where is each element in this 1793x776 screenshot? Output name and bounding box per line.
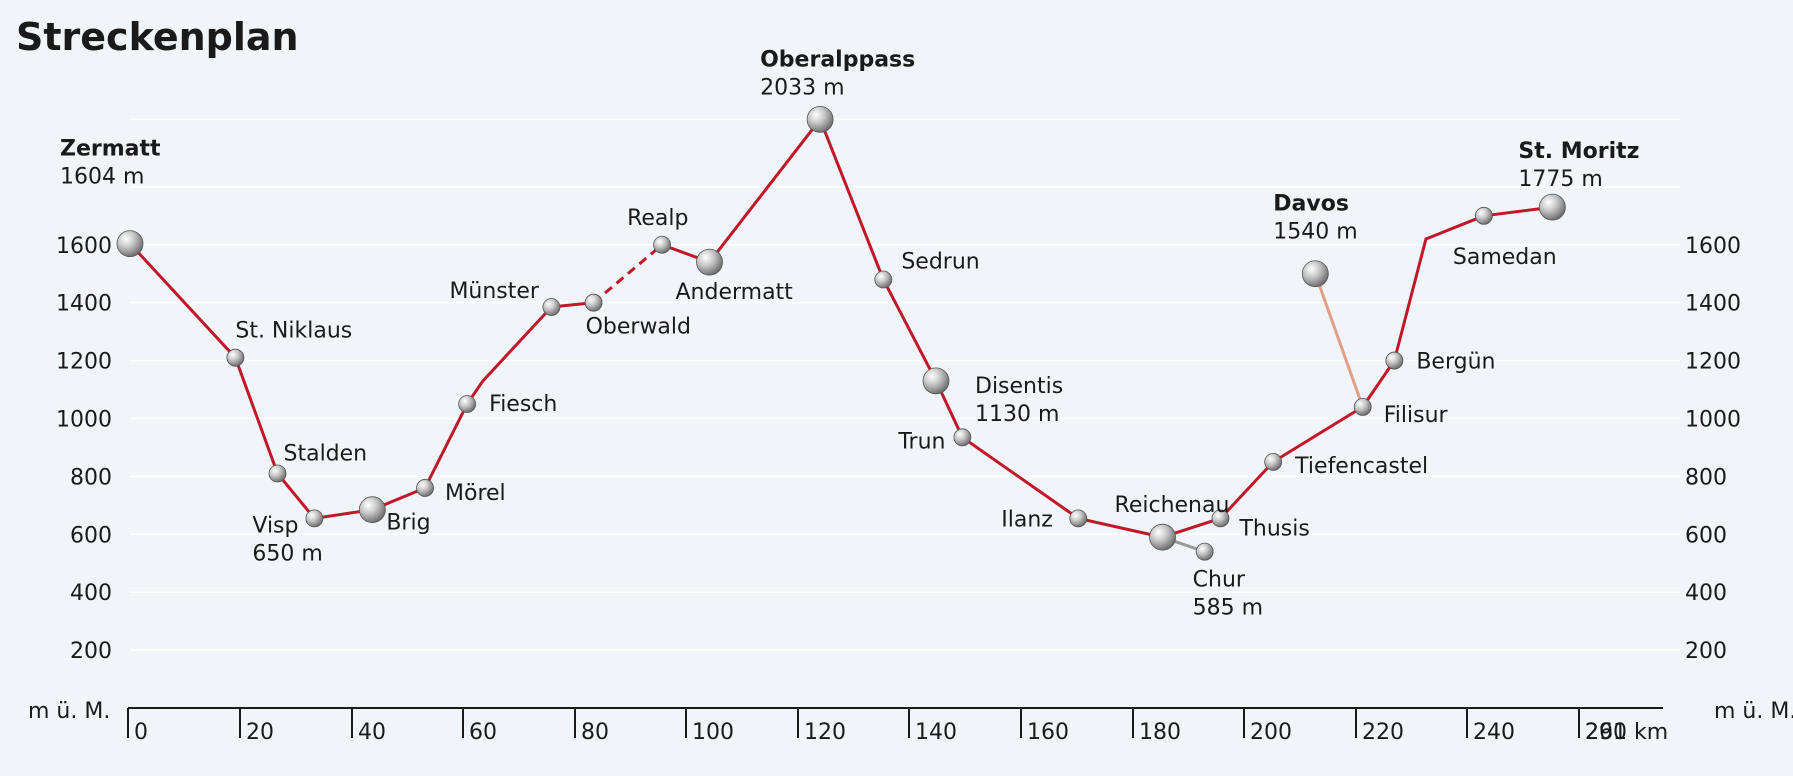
station-marker <box>1538 193 1566 221</box>
station-marker <box>1211 509 1230 528</box>
y-axis-unit-right: m ü. M. <box>1714 699 1793 724</box>
station-label: Chur <box>1193 568 1246 593</box>
station-label: Sedrun <box>901 250 979 275</box>
station-marker <box>1353 397 1372 416</box>
y-tick-label-right: 200 <box>1685 639 1727 664</box>
y-tick-label-right: 1600 <box>1685 234 1741 259</box>
station-marker <box>584 293 603 312</box>
y-axis-unit-left: m ü. M. <box>28 699 110 724</box>
station-marker <box>226 348 245 367</box>
station-altitude: 1130 m <box>975 402 1059 427</box>
station-label: Ilanz <box>1001 507 1053 532</box>
y-tick-label-left: 1400 <box>56 292 112 317</box>
station-altitude: 1540 m <box>1273 220 1357 245</box>
station-label: Andermatt <box>675 280 793 305</box>
y-tick-label-left: 600 <box>70 523 112 548</box>
station-label: Samedan <box>1453 245 1557 270</box>
y-tick-label-left: 1000 <box>56 407 112 432</box>
x-tick-label: 60 <box>469 720 497 745</box>
station-label: Reichenau <box>1115 493 1230 518</box>
y-tick-label-left: 800 <box>70 465 112 490</box>
x-tick-label: 80 <box>581 720 609 745</box>
x-tick-label: 40 <box>358 720 386 745</box>
station-marker <box>696 248 723 276</box>
station-label: Filisur <box>1384 403 1449 428</box>
chart-title: Streckenplan <box>16 15 299 59</box>
station-marker <box>1301 260 1329 288</box>
station-altitude: 585 m <box>1193 596 1263 621</box>
x-tick-label: 140 <box>915 720 957 745</box>
x-tick-label: 100 <box>692 720 734 745</box>
y-tick-label-right: 600 <box>1685 523 1727 548</box>
station-label: Zermatt <box>60 137 161 162</box>
station-marker <box>653 235 671 254</box>
x-tick-label: 160 <box>1027 720 1069 745</box>
station-label: Trun <box>897 429 945 454</box>
y-tick-label-left: 200 <box>70 639 112 664</box>
station-marker <box>542 298 561 316</box>
x-tick-label: 260 <box>1585 720 1627 745</box>
station-marker <box>1474 206 1493 225</box>
station-label: Mörel <box>445 481 506 506</box>
x-tick-label: 220 <box>1362 720 1404 745</box>
station-marker <box>116 230 144 258</box>
station-label: St. Moritz <box>1518 139 1639 164</box>
station-altitude: 1604 m <box>60 165 144 190</box>
branch-line <box>1313 273 1365 408</box>
x-tick-label: 240 <box>1473 720 1515 745</box>
station-marker <box>268 464 287 483</box>
station-marker <box>806 105 834 133</box>
station-marker <box>358 496 386 524</box>
y-tick-label-left: 400 <box>70 581 112 606</box>
station-marker <box>1195 542 1214 561</box>
station-labels: Zermatt 1604 m St. Niklaus Stalden Visp 650 m… <box>60 47 1639 620</box>
station-label: Disentis <box>975 374 1063 399</box>
station-label: Stalden <box>284 441 368 466</box>
y-tick-label-right: 400 <box>1685 581 1727 606</box>
y-tick-label-left: 1600 <box>56 234 112 259</box>
station-label: Oberalppass <box>760 47 915 72</box>
station-marker <box>1069 509 1088 528</box>
y-tick-label-left: 1200 <box>56 350 112 375</box>
x-tick-label: 291 km <box>1585 720 1668 745</box>
station-marker <box>1149 523 1176 551</box>
station-marker <box>416 479 434 497</box>
station-altitude: 1775 m <box>1518 167 1602 192</box>
station-label: Davos <box>1273 192 1349 217</box>
x-tick-label: 0 <box>134 720 148 745</box>
station-label: St. Niklaus <box>235 319 352 344</box>
station-label: Tiefencastel <box>1294 454 1428 479</box>
station-markers <box>116 105 1566 561</box>
station-marker <box>1264 453 1283 471</box>
station-marker <box>874 270 893 289</box>
station-altitude: 2033 m <box>760 75 844 100</box>
station-label: Bergün <box>1416 350 1495 375</box>
station-label: Fiesch <box>489 392 557 417</box>
station-marker <box>458 395 477 413</box>
y-tick-label-right: 1200 <box>1685 350 1741 375</box>
x-tick-label: 180 <box>1139 720 1181 745</box>
station-label: Visp <box>252 513 298 538</box>
station-marker <box>1385 351 1404 370</box>
x-tick-label: 200 <box>1250 720 1292 745</box>
station-marker <box>922 367 950 395</box>
station-label: Münster <box>449 279 539 304</box>
grid-lines <box>130 118 1680 651</box>
station-label: Thusis <box>1238 516 1309 541</box>
y-tick-label-right: 1000 <box>1685 407 1741 432</box>
station-marker <box>305 509 324 528</box>
x-tick-label: 120 <box>804 720 846 745</box>
station-label: Realp <box>627 206 688 231</box>
y-tick-label-right: 800 <box>1685 465 1727 490</box>
station-label: Oberwald <box>586 315 691 340</box>
y-tick-label-right: 1400 <box>1685 292 1741 317</box>
station-altitude: 650 m <box>252 541 322 566</box>
station-marker <box>953 428 972 447</box>
dashed-mask <box>591 242 664 305</box>
station-label: Brig <box>386 511 430 536</box>
x-tick-label: 20 <box>246 720 274 745</box>
